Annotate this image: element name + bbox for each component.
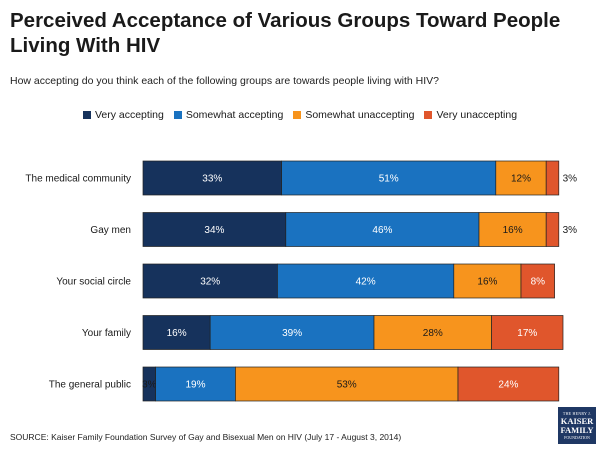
data-label: 32% <box>200 277 220 288</box>
logo-line-1: THE HENRY J. <box>562 410 592 416</box>
legend-label: Very accepting <box>94 109 164 121</box>
legend: Very accepting Somewhat accepting Somewh… <box>0 109 600 121</box>
data-label: 16% <box>477 277 497 288</box>
logo-line-2a: KAISER <box>560 415 594 426</box>
legend-swatch <box>82 111 91 119</box>
data-label: 39% <box>282 328 302 339</box>
data-label: 46% <box>372 225 392 236</box>
logo-line-3: FOUNDATION <box>564 434 590 440</box>
bar-segment <box>285 212 480 247</box>
legend-item-somewhat-unaccepting: Somewhat unaccepting <box>293 109 414 121</box>
legend-label: Very unaccepting <box>436 109 518 121</box>
data-label: 3% <box>142 380 157 391</box>
legend-item-somewhat-accepting: Somewhat accepting <box>173 109 284 121</box>
data-label: 51% <box>379 174 399 185</box>
legend-swatch <box>293 111 302 119</box>
data-label: 19% <box>185 380 205 391</box>
bar-segment <box>457 366 560 402</box>
data-label: 12% <box>511 174 531 185</box>
data-label: 16% <box>503 225 523 236</box>
bar-segment <box>142 160 282 196</box>
bar-segment <box>235 366 459 402</box>
legend-item-very-accepting: Very accepting <box>82 109 164 121</box>
legend-label: Somewhat unaccepting <box>305 109 415 121</box>
category-label: Gay men <box>90 225 131 236</box>
data-label: 28% <box>423 328 443 339</box>
bar-segment <box>142 263 278 299</box>
data-label: 3% <box>563 225 578 236</box>
category-label: Your family <box>82 328 131 339</box>
chart-title: Perceived Acceptance of Various Groups T… <box>10 9 561 57</box>
legend-swatch <box>173 111 182 119</box>
category-label: The general public <box>49 380 131 391</box>
logo-line-2b: FAMILY <box>560 425 594 435</box>
chart-subtitle: How accepting do you think each of the f… <box>10 75 439 87</box>
bar-segment <box>373 315 492 350</box>
bar-segment <box>495 160 547 196</box>
bar-segment <box>142 315 211 350</box>
bar-segment <box>545 212 560 247</box>
bar-segment <box>142 212 287 247</box>
data-label: 3% <box>563 174 578 185</box>
bar-segment <box>545 160 560 196</box>
bar-segment <box>453 263 522 299</box>
bar-segment <box>478 212 547 247</box>
legend-swatch <box>424 111 433 119</box>
data-label: 42% <box>356 277 376 288</box>
legend-label: Somewhat accepting <box>185 109 284 121</box>
bar-segment <box>520 263 555 299</box>
legend-item-very-unaccepting: Very unaccepting <box>424 109 517 121</box>
bar-segment <box>281 160 497 196</box>
data-label: 16% <box>167 328 187 339</box>
bar-segment <box>491 315 564 350</box>
data-label: 24% <box>498 380 518 391</box>
data-label: 8% <box>531 277 546 288</box>
source-note: SOURCE: Kaiser Family Foundation Survey … <box>10 432 402 442</box>
category-label: The medical community <box>25 174 131 185</box>
data-label: 17% <box>517 328 537 339</box>
data-label: 34% <box>204 225 224 236</box>
data-label: 33% <box>202 174 222 185</box>
category-label: Your social circle <box>56 277 131 288</box>
kaiser-family-foundation-logo: THE HENRY J. KAISER FAMILY FOUNDATION <box>558 407 596 444</box>
data-label: 53% <box>337 380 357 391</box>
bar-segment <box>155 366 236 402</box>
